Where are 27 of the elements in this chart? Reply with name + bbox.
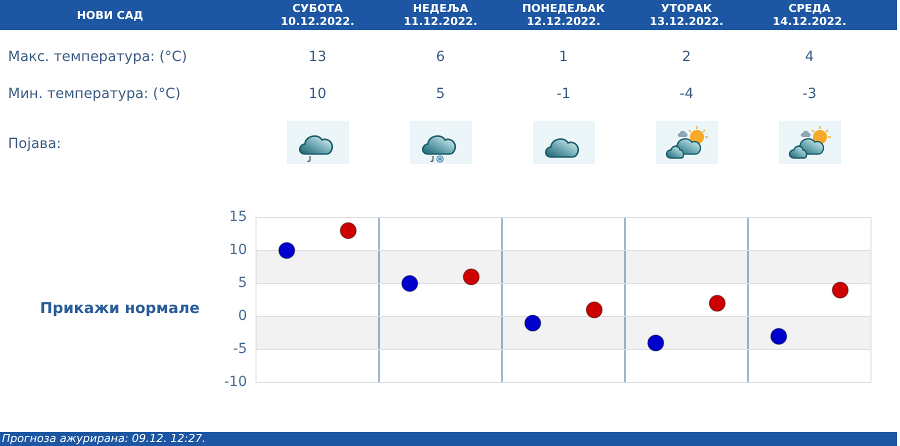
text: Мин. температура: (°C) [8,85,181,103]
data-label: 1 [558,48,569,66]
y-tick-label: 5 [238,275,247,292]
text: НОВИ САД [76,9,144,22]
text: Појава: [8,135,62,153]
text: ПОНЕДЕЉАК 12.12.2022. [521,2,606,28]
text: СУБОТА 10.12.2022. [280,2,356,28]
data-label: -4 [678,85,694,103]
data-label: 13 [308,48,328,66]
text: УТОРАК 13.12.2022. [648,2,724,28]
y-tick-label: -5 [233,341,247,358]
data-label: -1 [556,85,572,103]
y-tick-label: 0 [238,308,247,324]
data-label: 10 [308,85,328,103]
text: Прогноза ажурирана: 09.12. 12:27. [2,432,206,446]
y-tick-label: 10 [229,242,247,258]
text: Прикажи нормале [40,299,200,318]
data-label: 4 [804,48,815,66]
data-label: -3 [802,85,818,103]
text: НЕДЕЉА 11.12.2022. [402,2,478,28]
text: СРЕДА 14.12.2022. [772,2,848,28]
data-label: 5 [435,85,446,103]
y-tick-label: -10 [224,374,247,390]
y-tick-label: 15 [229,209,247,226]
text: Макс. температура: (°C) [8,48,188,66]
data-label: 2 [681,48,692,66]
data-label: 6 [435,48,446,66]
